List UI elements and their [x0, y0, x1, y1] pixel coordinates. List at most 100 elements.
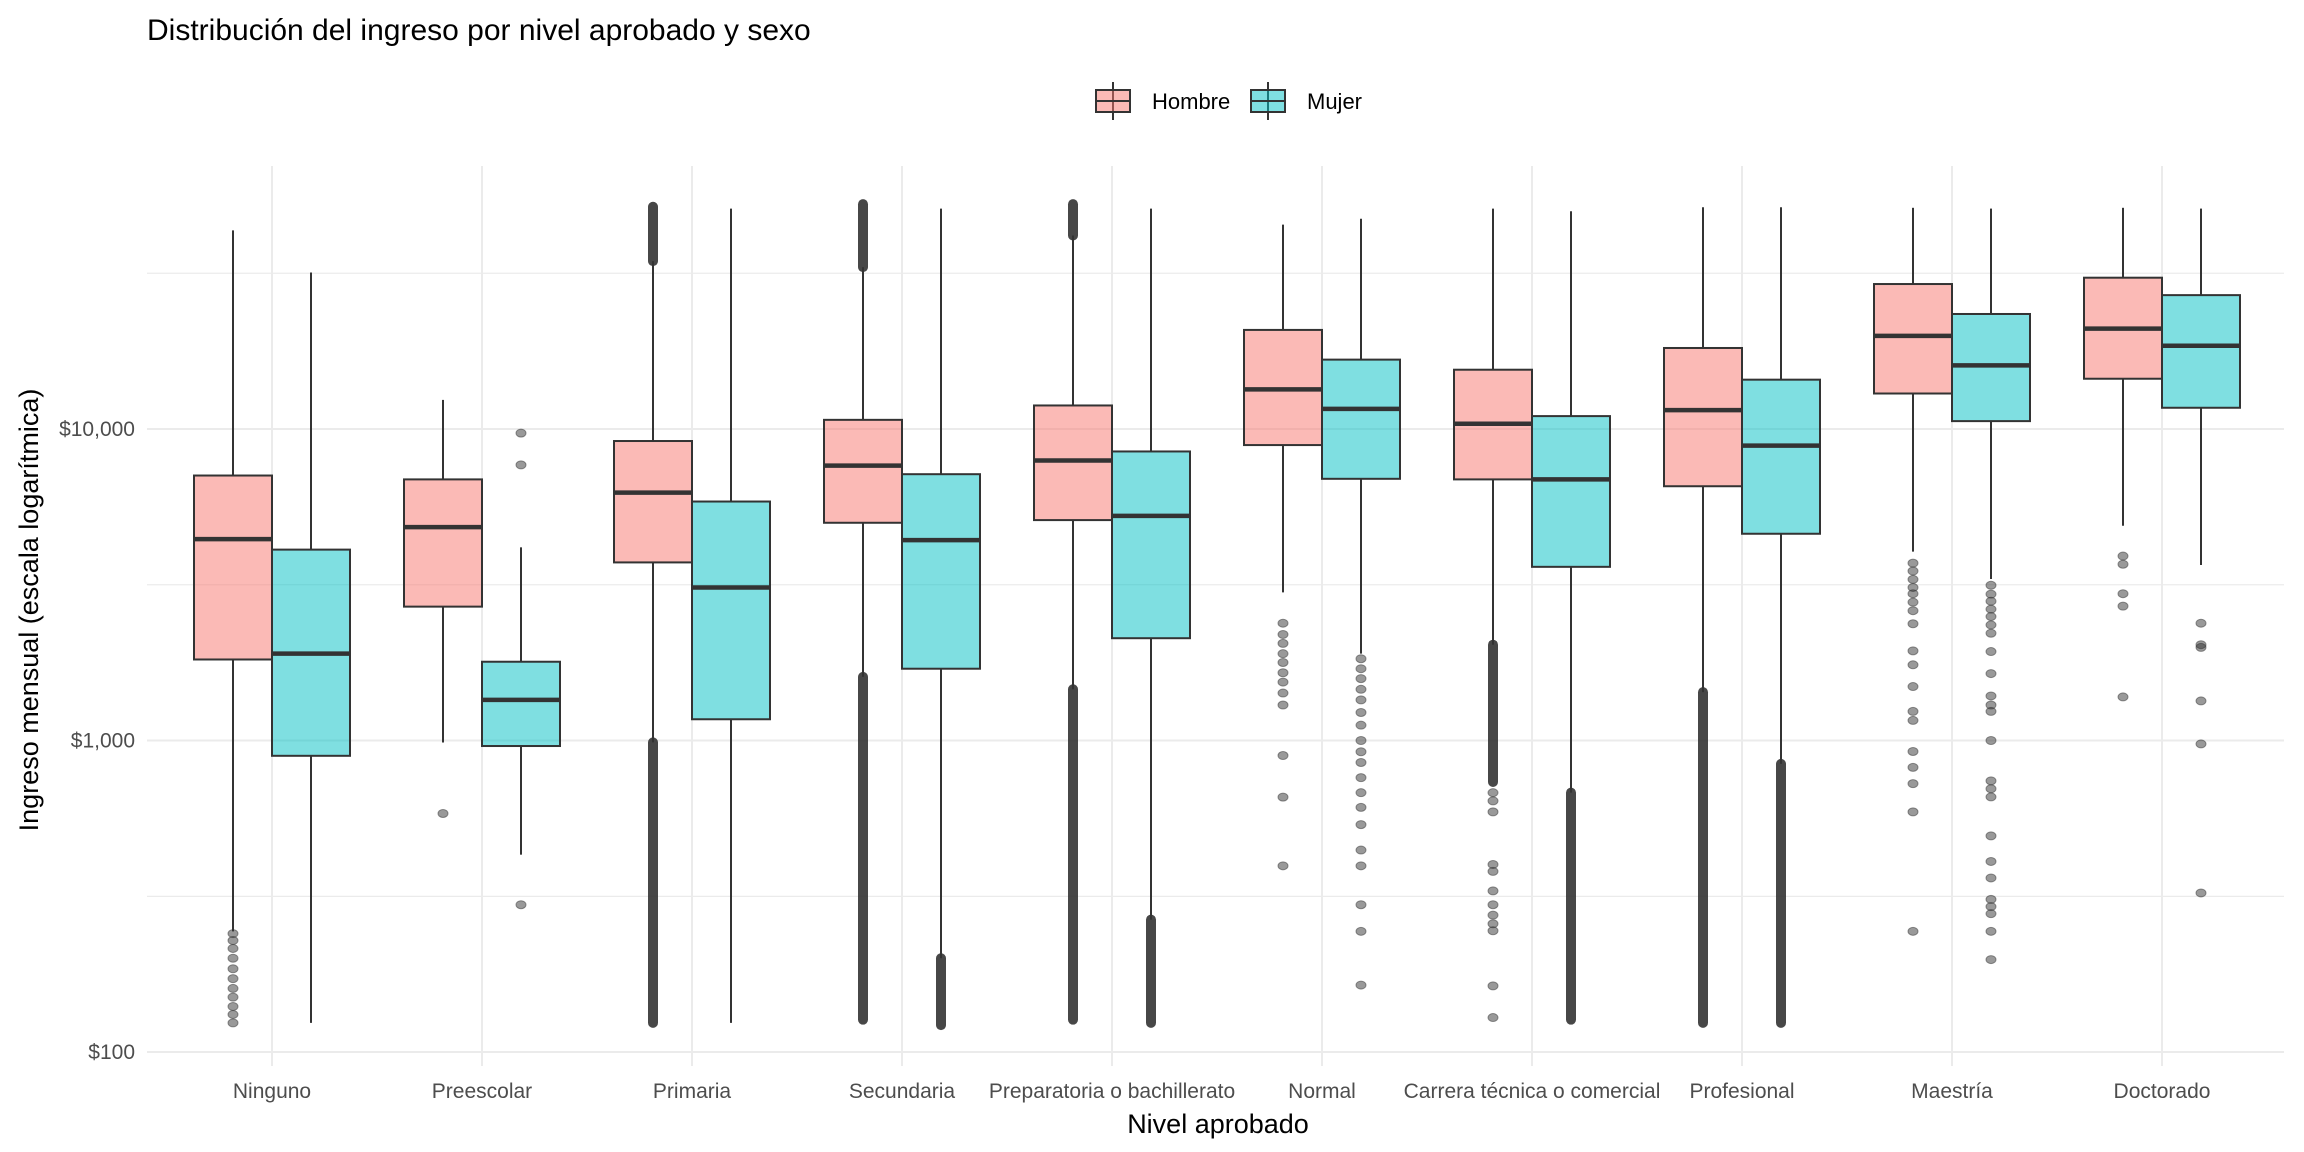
- outlier-point: [1985, 596, 1997, 606]
- outlier-point: [1355, 757, 1367, 767]
- outlier-point: [1277, 688, 1289, 698]
- outlier-point: [1907, 682, 1919, 692]
- boxes-layer: [193, 199, 2241, 1031]
- outlier-point: [1985, 612, 1997, 622]
- outlier-point: [1907, 762, 1919, 772]
- outlier-point: [1355, 674, 1367, 684]
- iqr-box: [1531, 415, 1611, 568]
- outlier-point: [1277, 792, 1289, 802]
- x-tick-label: Primaria: [653, 1080, 731, 1103]
- iqr-box: [823, 418, 903, 524]
- outlier-point: [1907, 807, 1919, 817]
- outlier-point: [1985, 955, 1997, 965]
- iqr-box: [481, 660, 561, 748]
- box-mujer-5: [1321, 218, 1401, 990]
- box-hombre-5: [1243, 224, 1323, 871]
- y-axis-title: Ingreso mensual (escala logarítmica): [14, 389, 44, 832]
- outlier-point: [1907, 926, 1919, 936]
- y-axis-ticks: $100 $1,000 $10,000: [59, 418, 135, 1064]
- legend-label: Mujer: [1307, 89, 1362, 114]
- outlier-point: [1355, 980, 1367, 990]
- legend-label: Hombre: [1152, 89, 1230, 114]
- outlier-point: [1355, 845, 1367, 855]
- outlier-point: [1907, 646, 1919, 656]
- outlier-point: [1985, 776, 1997, 786]
- gridlines: [147, 166, 2284, 1066]
- y-tick-label: $10,000: [59, 418, 135, 441]
- outlier-point: [1277, 618, 1289, 628]
- outlier-point: [227, 943, 239, 953]
- x-axis-title: Nivel aprobado: [1127, 1109, 1309, 1139]
- outlier-point: [1985, 926, 1997, 936]
- outlier-point: [1985, 580, 1997, 590]
- box-mujer-3: [901, 208, 981, 1031]
- outlier-point: [1355, 747, 1367, 757]
- iqr-box: [403, 478, 483, 608]
- outlier-point: [1355, 684, 1367, 694]
- outlier-point: [515, 460, 527, 470]
- x-tick-label: Ninguno: [233, 1080, 311, 1103]
- outlier-point: [227, 983, 239, 993]
- outlier-band: [1488, 639, 1498, 787]
- box-mujer-8: [1951, 208, 2031, 965]
- iqr-box: [1321, 358, 1401, 480]
- x-tick-label: Secundaria: [849, 1080, 956, 1103]
- outlier-point: [1907, 779, 1919, 789]
- outlier-point: [2195, 618, 2207, 628]
- legend: Hombre Mujer: [1095, 82, 1362, 120]
- outlier-point: [1907, 597, 1919, 607]
- outlier-band: [648, 201, 658, 267]
- iqr-box: [1663, 346, 1743, 488]
- outlier-point: [1277, 649, 1289, 659]
- outlier-band: [936, 953, 946, 1031]
- outlier-point: [1985, 706, 1997, 716]
- box-hombre-9: [2083, 207, 2163, 702]
- iqr-box: [901, 473, 981, 670]
- outlier-band: [1698, 687, 1708, 1028]
- outlier-band: [648, 737, 658, 1028]
- outlier-point: [1487, 910, 1499, 920]
- outlier-point: [1277, 638, 1289, 648]
- outlier-point: [1487, 866, 1499, 876]
- outlier-point: [515, 900, 527, 910]
- outlier-point: [2195, 642, 2207, 652]
- outlier-point: [1277, 700, 1289, 710]
- outlier-point: [2195, 888, 2207, 898]
- outlier-point: [1985, 691, 1997, 701]
- outlier-point: [1355, 707, 1367, 717]
- outlier-point: [1907, 660, 1919, 670]
- chart-title: Distribución del ingreso por nivel aprob…: [147, 14, 811, 47]
- box-mujer-0: [271, 272, 351, 1023]
- iqr-box: [691, 500, 771, 721]
- outlier-point: [2117, 601, 2129, 611]
- outlier-band: [1068, 684, 1078, 1025]
- box-hombre-1: [403, 399, 483, 818]
- outlier-point: [2195, 739, 2207, 749]
- outlier-point: [1355, 654, 1367, 664]
- outlier-point: [1907, 619, 1919, 629]
- outlier-point: [1277, 861, 1289, 871]
- box-hombre-4: [1033, 199, 1113, 1025]
- box-mujer-2: [691, 208, 771, 1023]
- box-hombre-8: [1873, 207, 1953, 936]
- outlier-point: [1355, 900, 1367, 910]
- outlier-point: [227, 953, 239, 963]
- outlier-band: [1776, 758, 1786, 1028]
- iqr-box: [193, 474, 273, 661]
- outlier-band: [858, 199, 868, 273]
- x-tick-label: Profesional: [1689, 1080, 1794, 1103]
- outlier-point: [1355, 861, 1367, 871]
- legend-item-hombre: Hombre: [1095, 82, 1230, 120]
- outlier-point: [1907, 746, 1919, 756]
- outlier-point: [2117, 692, 2129, 702]
- outlier-point: [1907, 574, 1919, 584]
- x-tick-label: Preparatoria o bachillerato: [989, 1080, 1235, 1103]
- outlier-point: [1277, 677, 1289, 687]
- outlier-point: [1985, 792, 1997, 802]
- outlier-point: [1985, 669, 1997, 679]
- box-mujer-9: [2161, 208, 2241, 898]
- box-hombre-7: [1663, 207, 1743, 1028]
- box-hombre-3: [823, 199, 903, 1025]
- outlier-point: [1355, 788, 1367, 798]
